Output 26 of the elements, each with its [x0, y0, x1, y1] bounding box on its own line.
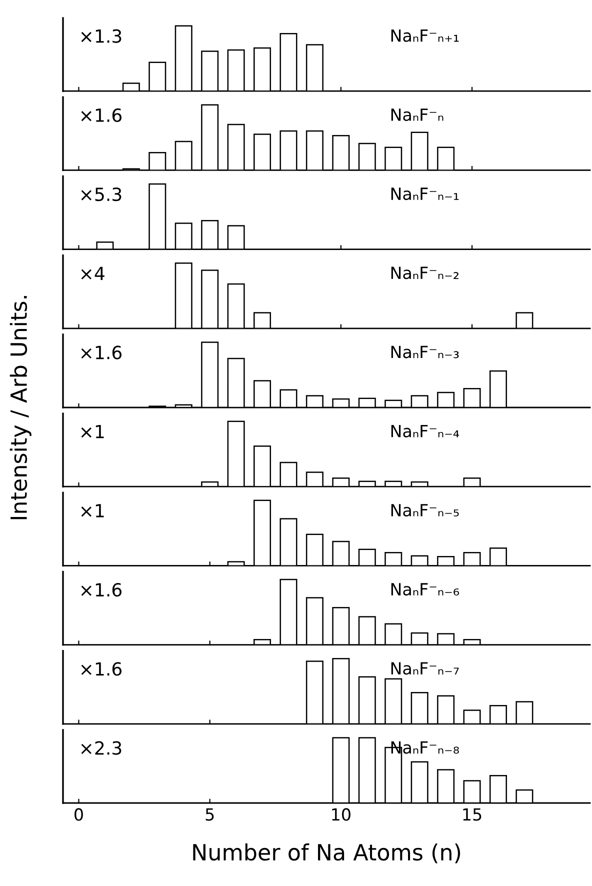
- annotation: NaₙF⁻ₙ₋₆: [391, 583, 460, 596]
- annotation: NaₙF⁻ₙ₊₁: [391, 29, 459, 42]
- y-axis-title: Intensity / Arb Units.: [10, 296, 32, 520]
- annotation: ×1: [81, 425, 104, 438]
- annotation: NaₙF⁻ₙ₋₁: [391, 188, 459, 200]
- annotation: ×2.3: [81, 741, 122, 755]
- annotation: NaₙF⁻ₙ₋₅: [391, 504, 459, 516]
- annotation: ×1.6: [81, 662, 122, 676]
- annotation: NaₙF⁻ₙ₋₄: [391, 424, 460, 438]
- x-axis-title: Number of Na Atoms (n): [193, 843, 460, 864]
- annotation: ×1: [81, 504, 104, 518]
- annotation: ×1.6: [81, 582, 122, 597]
- annotation: NaₙF⁻ₙ₋₂: [391, 266, 459, 280]
- x-tick-label: 5: [206, 808, 214, 821]
- x-tick-label: 10: [332, 808, 350, 821]
- annotation: NaₙF⁻ₙ: [391, 108, 444, 121]
- annotation: ×1.6: [81, 108, 122, 122]
- annotation: ×1.3: [81, 29, 122, 43]
- x-tick-label: 15: [463, 808, 482, 821]
- annotation: ×5.3: [81, 187, 122, 202]
- annotation: NaₙF⁻ₙ₋₃: [391, 346, 459, 358]
- annotation: ×1.6: [81, 346, 122, 360]
- annotation: NaₙF⁻ₙ₋₇: [391, 662, 459, 675]
- x-tick-label: 0: [74, 808, 83, 821]
- annotation: ×4: [81, 266, 104, 280]
- annotation: NaₙF⁻ₙ₋₈: [391, 741, 459, 754]
